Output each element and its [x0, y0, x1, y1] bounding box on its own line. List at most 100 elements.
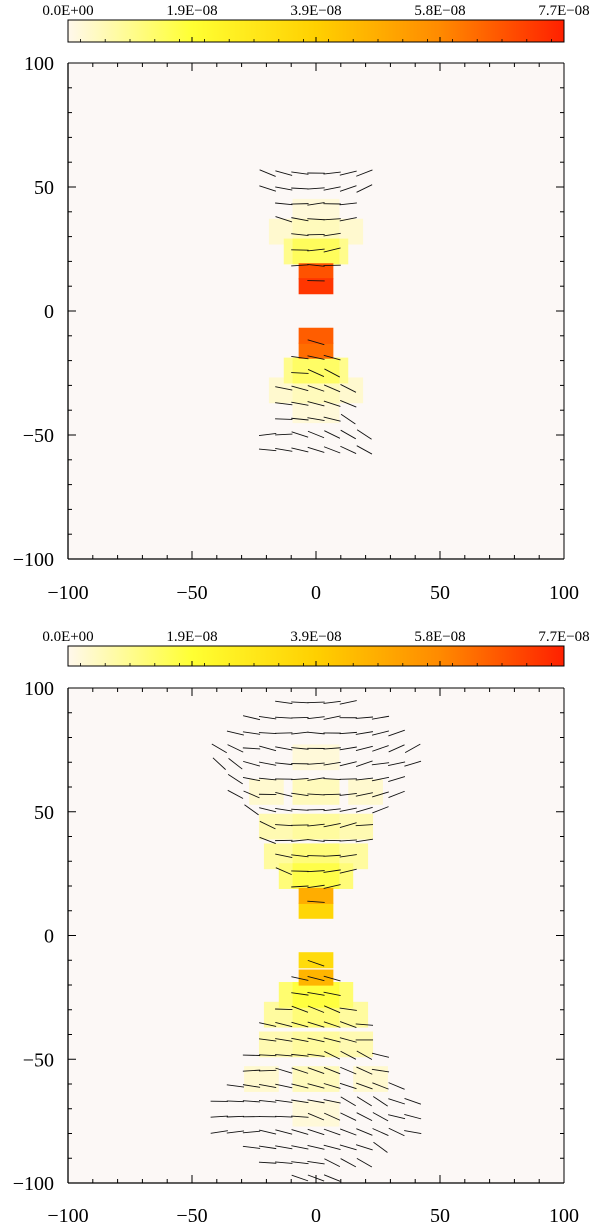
field-dash [291, 264, 309, 267]
field-dash [307, 355, 325, 360]
field-dash [307, 1021, 325, 1028]
field-dash [340, 429, 357, 440]
field-dash [307, 793, 325, 796]
heatmap-cell [298, 342, 334, 359]
x-tick-label: 50 [430, 1205, 450, 1225]
field-dash [291, 1021, 309, 1028]
field-dash [259, 1022, 277, 1027]
field-dash [404, 1130, 422, 1134]
field-dash [275, 700, 293, 704]
field-dash [242, 731, 261, 735]
field-dash [291, 885, 309, 888]
field-dash [388, 729, 405, 737]
field-dash [291, 1099, 309, 1104]
field-dash [307, 1144, 325, 1150]
field-dash [356, 169, 373, 177]
x-tick-label: 100 [549, 582, 579, 604]
field-dash [323, 232, 341, 237]
panel-1: 0.0E+00 1.9E−08 3.9E−08 5.8E−08 7.7E−08 −100 −… [13, 3, 590, 604]
field-dash [323, 1144, 341, 1150]
field-dash [355, 745, 373, 751]
field-dash [388, 761, 406, 766]
field-dash [356, 1050, 373, 1060]
heatmap-cell [298, 278, 334, 295]
field-dash [259, 1129, 277, 1135]
heatmap-cell [249, 779, 284, 805]
field-dash [404, 1114, 422, 1120]
heatmap-cell [292, 357, 340, 384]
field-dash [291, 854, 309, 858]
field-dash [388, 776, 406, 782]
field-dash [307, 385, 325, 392]
field-dash [371, 730, 389, 736]
field-dash [291, 401, 309, 406]
field-dash [323, 761, 341, 766]
field-dash [307, 762, 325, 765]
field-dash [291, 1129, 309, 1135]
field-dash [291, 187, 309, 190]
field-dash [323, 869, 341, 873]
y-tick-label: 0 [44, 926, 54, 948]
field-dash [242, 1130, 261, 1134]
y-tick-label: 100 [24, 678, 54, 700]
field-dash [323, 715, 341, 720]
field-dash [323, 700, 341, 704]
axes: −100 −50 0 50 100 −100 −50 0 50 100 [13, 678, 579, 1225]
field-dash [340, 1096, 356, 1107]
field-dash [291, 839, 309, 842]
field-dash [275, 186, 293, 191]
field-dash [258, 1145, 277, 1150]
field-dash [323, 400, 341, 407]
field-dash [339, 185, 357, 192]
field-dash [275, 1083, 293, 1089]
heatmap-cell [292, 238, 340, 265]
field-dash [275, 853, 293, 858]
field-dash [275, 1129, 293, 1135]
field-dash [275, 1054, 293, 1057]
field-dash [355, 806, 373, 813]
y-tick-label: −50 [23, 1049, 54, 1071]
field-dash [307, 1005, 325, 1013]
colorbar-tick-label: 1.9E−08 [166, 629, 217, 645]
colorbar: 0.0E+00 1.9E−08 3.9E−08 5.8E−08 7.7E−08 [42, 3, 590, 43]
field-dash [340, 1050, 357, 1060]
field-dash [323, 1067, 341, 1075]
field-dash [307, 870, 325, 873]
x-tick-label: −50 [176, 582, 207, 604]
field-dash [339, 792, 357, 796]
field-dash [307, 218, 325, 221]
x-tick-label: 100 [549, 1205, 579, 1225]
heatmap-cell [298, 902, 334, 919]
field-dash [242, 747, 261, 750]
heatmap-cells [268, 198, 364, 424]
field-dash [323, 1005, 341, 1014]
field-dash [323, 247, 341, 253]
field-dash [275, 808, 293, 812]
field-dash [242, 1100, 261, 1103]
field-dash [371, 1068, 390, 1073]
field-dash [339, 217, 357, 222]
field-dash [323, 218, 341, 221]
axes: −100 −50 0 50 100 −100 −50 0 50 100 [13, 53, 579, 604]
y-tick-label: 100 [24, 53, 54, 75]
field-dash [291, 976, 309, 981]
field-dash [243, 760, 260, 767]
field-dash [404, 743, 421, 754]
field-dash [275, 732, 293, 734]
field-dash [275, 1038, 293, 1042]
plot-background [68, 63, 564, 559]
field-dash [388, 790, 405, 799]
field-dash [242, 776, 261, 782]
field-dash [356, 760, 373, 767]
x-tick-label: −100 [47, 582, 88, 604]
field-dash [259, 1083, 277, 1089]
field-dash [227, 744, 244, 753]
field-dash [259, 185, 277, 192]
field-dash [372, 1112, 389, 1122]
field-dash [355, 792, 373, 797]
field-dash [226, 1100, 245, 1103]
field-dash [355, 777, 374, 781]
field-dash [388, 1082, 405, 1090]
field-dash [356, 1066, 373, 1075]
field-dash [339, 761, 357, 767]
